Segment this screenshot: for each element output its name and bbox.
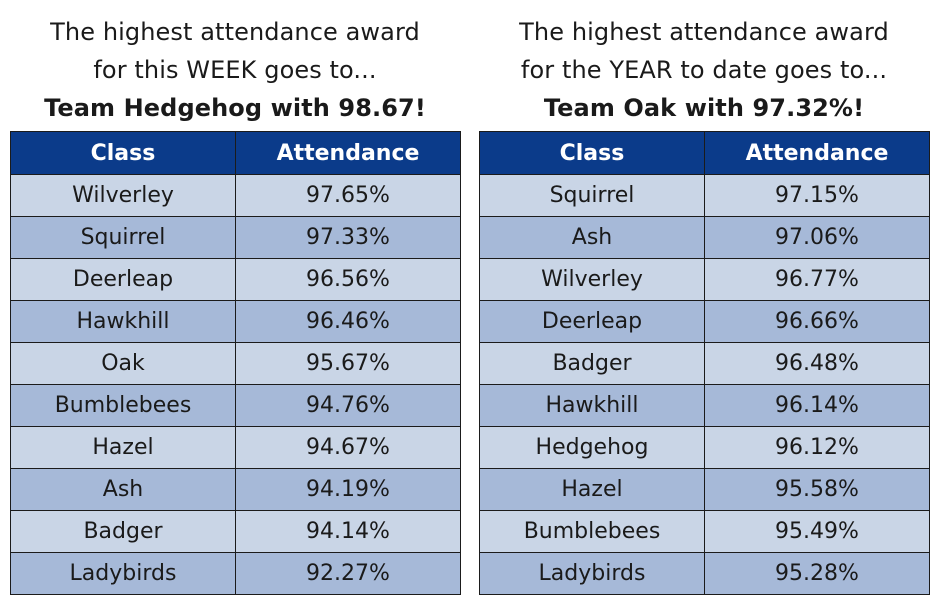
yearly-heading-line-2: for the YEAR to date goes to... xyxy=(520,56,888,84)
attendance-cell: 95.49% xyxy=(704,510,930,553)
table-row: Ash 97.06% xyxy=(479,216,930,259)
weekly-award-heading: The highest attendance award for this WE… xyxy=(10,13,460,127)
class-cell: Ash xyxy=(479,216,705,259)
class-cell: Oak xyxy=(10,342,236,385)
attendance-cell: 95.67% xyxy=(235,342,461,385)
class-cell: Deerleap xyxy=(479,300,705,343)
table-row: Badger 94.14% xyxy=(10,510,461,553)
table-row: Badger 96.48% xyxy=(479,342,930,385)
weekly-attendance-table: Class Attendance Wilverley 97.65% Squirre… xyxy=(10,131,461,595)
table-row: Wilverley 96.77% xyxy=(479,258,930,301)
class-cell: Squirrel xyxy=(10,216,236,259)
class-cell: Badger xyxy=(479,342,705,385)
attendance-cell: 94.76% xyxy=(235,384,461,427)
attendance-cell: 96.77% xyxy=(704,258,930,301)
class-cell: Wilverley xyxy=(10,174,236,217)
weekly-heading-line-2: for this WEEK goes to... xyxy=(93,56,377,84)
attendance-cell: 97.06% xyxy=(704,216,930,259)
table-row: Hedgehog 96.12% xyxy=(479,426,930,469)
class-cell: Ash xyxy=(10,468,236,511)
class-cell: Ladybirds xyxy=(10,552,236,595)
table-row: Deerleap 96.56% xyxy=(10,258,461,301)
attendance-column-header: Attendance xyxy=(235,131,461,175)
attendance-cell: 97.15% xyxy=(704,174,930,217)
class-cell: Deerleap xyxy=(10,258,236,301)
table-row: Hawkhill 96.46% xyxy=(10,300,461,343)
attendance-cell: 96.14% xyxy=(704,384,930,427)
yearly-winner: Team Oak with 97.32%! xyxy=(543,94,865,122)
attendance-cell: 96.12% xyxy=(704,426,930,469)
attendance-cell: 95.58% xyxy=(704,468,930,511)
class-column-header: Class xyxy=(10,131,236,175)
attendance-column-header: Attendance xyxy=(704,131,930,175)
class-cell: Hedgehog xyxy=(479,426,705,469)
class-cell: Wilverley xyxy=(479,258,705,301)
table-row: Squirrel 97.15% xyxy=(479,174,930,217)
weekly-winner: Team Hedgehog with 98.67! xyxy=(44,94,426,122)
class-cell: Bumblebees xyxy=(10,384,236,427)
attendance-cell: 97.65% xyxy=(235,174,461,217)
table-row: Squirrel 97.33% xyxy=(10,216,461,259)
table-row: Bumblebees 95.49% xyxy=(479,510,930,553)
table-row: Ladybirds 92.27% xyxy=(10,552,461,595)
class-column-header: Class xyxy=(479,131,705,175)
attendance-cell: 94.67% xyxy=(235,426,461,469)
attendance-cell: 96.66% xyxy=(704,300,930,343)
attendance-cell: 94.14% xyxy=(235,510,461,553)
class-cell: Hazel xyxy=(479,468,705,511)
class-cell: Hawkhill xyxy=(10,300,236,343)
table-row: Ladybirds 95.28% xyxy=(479,552,930,595)
attendance-cell: 96.56% xyxy=(235,258,461,301)
yearly-award-heading: The highest attendance award for the YEA… xyxy=(479,13,929,127)
class-cell: Hazel xyxy=(10,426,236,469)
yearly-attendance-table: Class Attendance Squirrel 97.15% Ash 97.06… xyxy=(479,131,930,595)
table-header-row: Class Attendance xyxy=(10,131,461,175)
table-row: Bumblebees 94.76% xyxy=(10,384,461,427)
class-cell: Badger xyxy=(10,510,236,553)
attendance-cell: 92.27% xyxy=(235,552,461,595)
yearly-heading-line-1: The highest attendance award xyxy=(519,18,889,46)
attendance-cell: 95.28% xyxy=(704,552,930,595)
table-row: Hazel 95.58% xyxy=(479,468,930,511)
table-header-row: Class Attendance xyxy=(479,131,930,175)
attendance-cell: 96.46% xyxy=(235,300,461,343)
class-cell: Squirrel xyxy=(479,174,705,217)
table-row: Hawkhill 96.14% xyxy=(479,384,930,427)
table-row: Deerleap 96.66% xyxy=(479,300,930,343)
class-cell: Hawkhill xyxy=(479,384,705,427)
weekly-award-panel: The highest attendance award for this WE… xyxy=(10,0,461,595)
table-row: Oak 95.67% xyxy=(10,342,461,385)
attendance-cell: 94.19% xyxy=(235,468,461,511)
table-row: Ash 94.19% xyxy=(10,468,461,511)
yearly-award-panel: The highest attendance award for the YEA… xyxy=(479,0,930,595)
weekly-heading-line-1: The highest attendance award xyxy=(50,18,420,46)
class-cell: Ladybirds xyxy=(479,552,705,595)
class-cell: Bumblebees xyxy=(479,510,705,553)
table-row: Hazel 94.67% xyxy=(10,426,461,469)
table-row: Wilverley 97.65% xyxy=(10,174,461,217)
attendance-cell: 97.33% xyxy=(235,216,461,259)
attendance-cell: 96.48% xyxy=(704,342,930,385)
